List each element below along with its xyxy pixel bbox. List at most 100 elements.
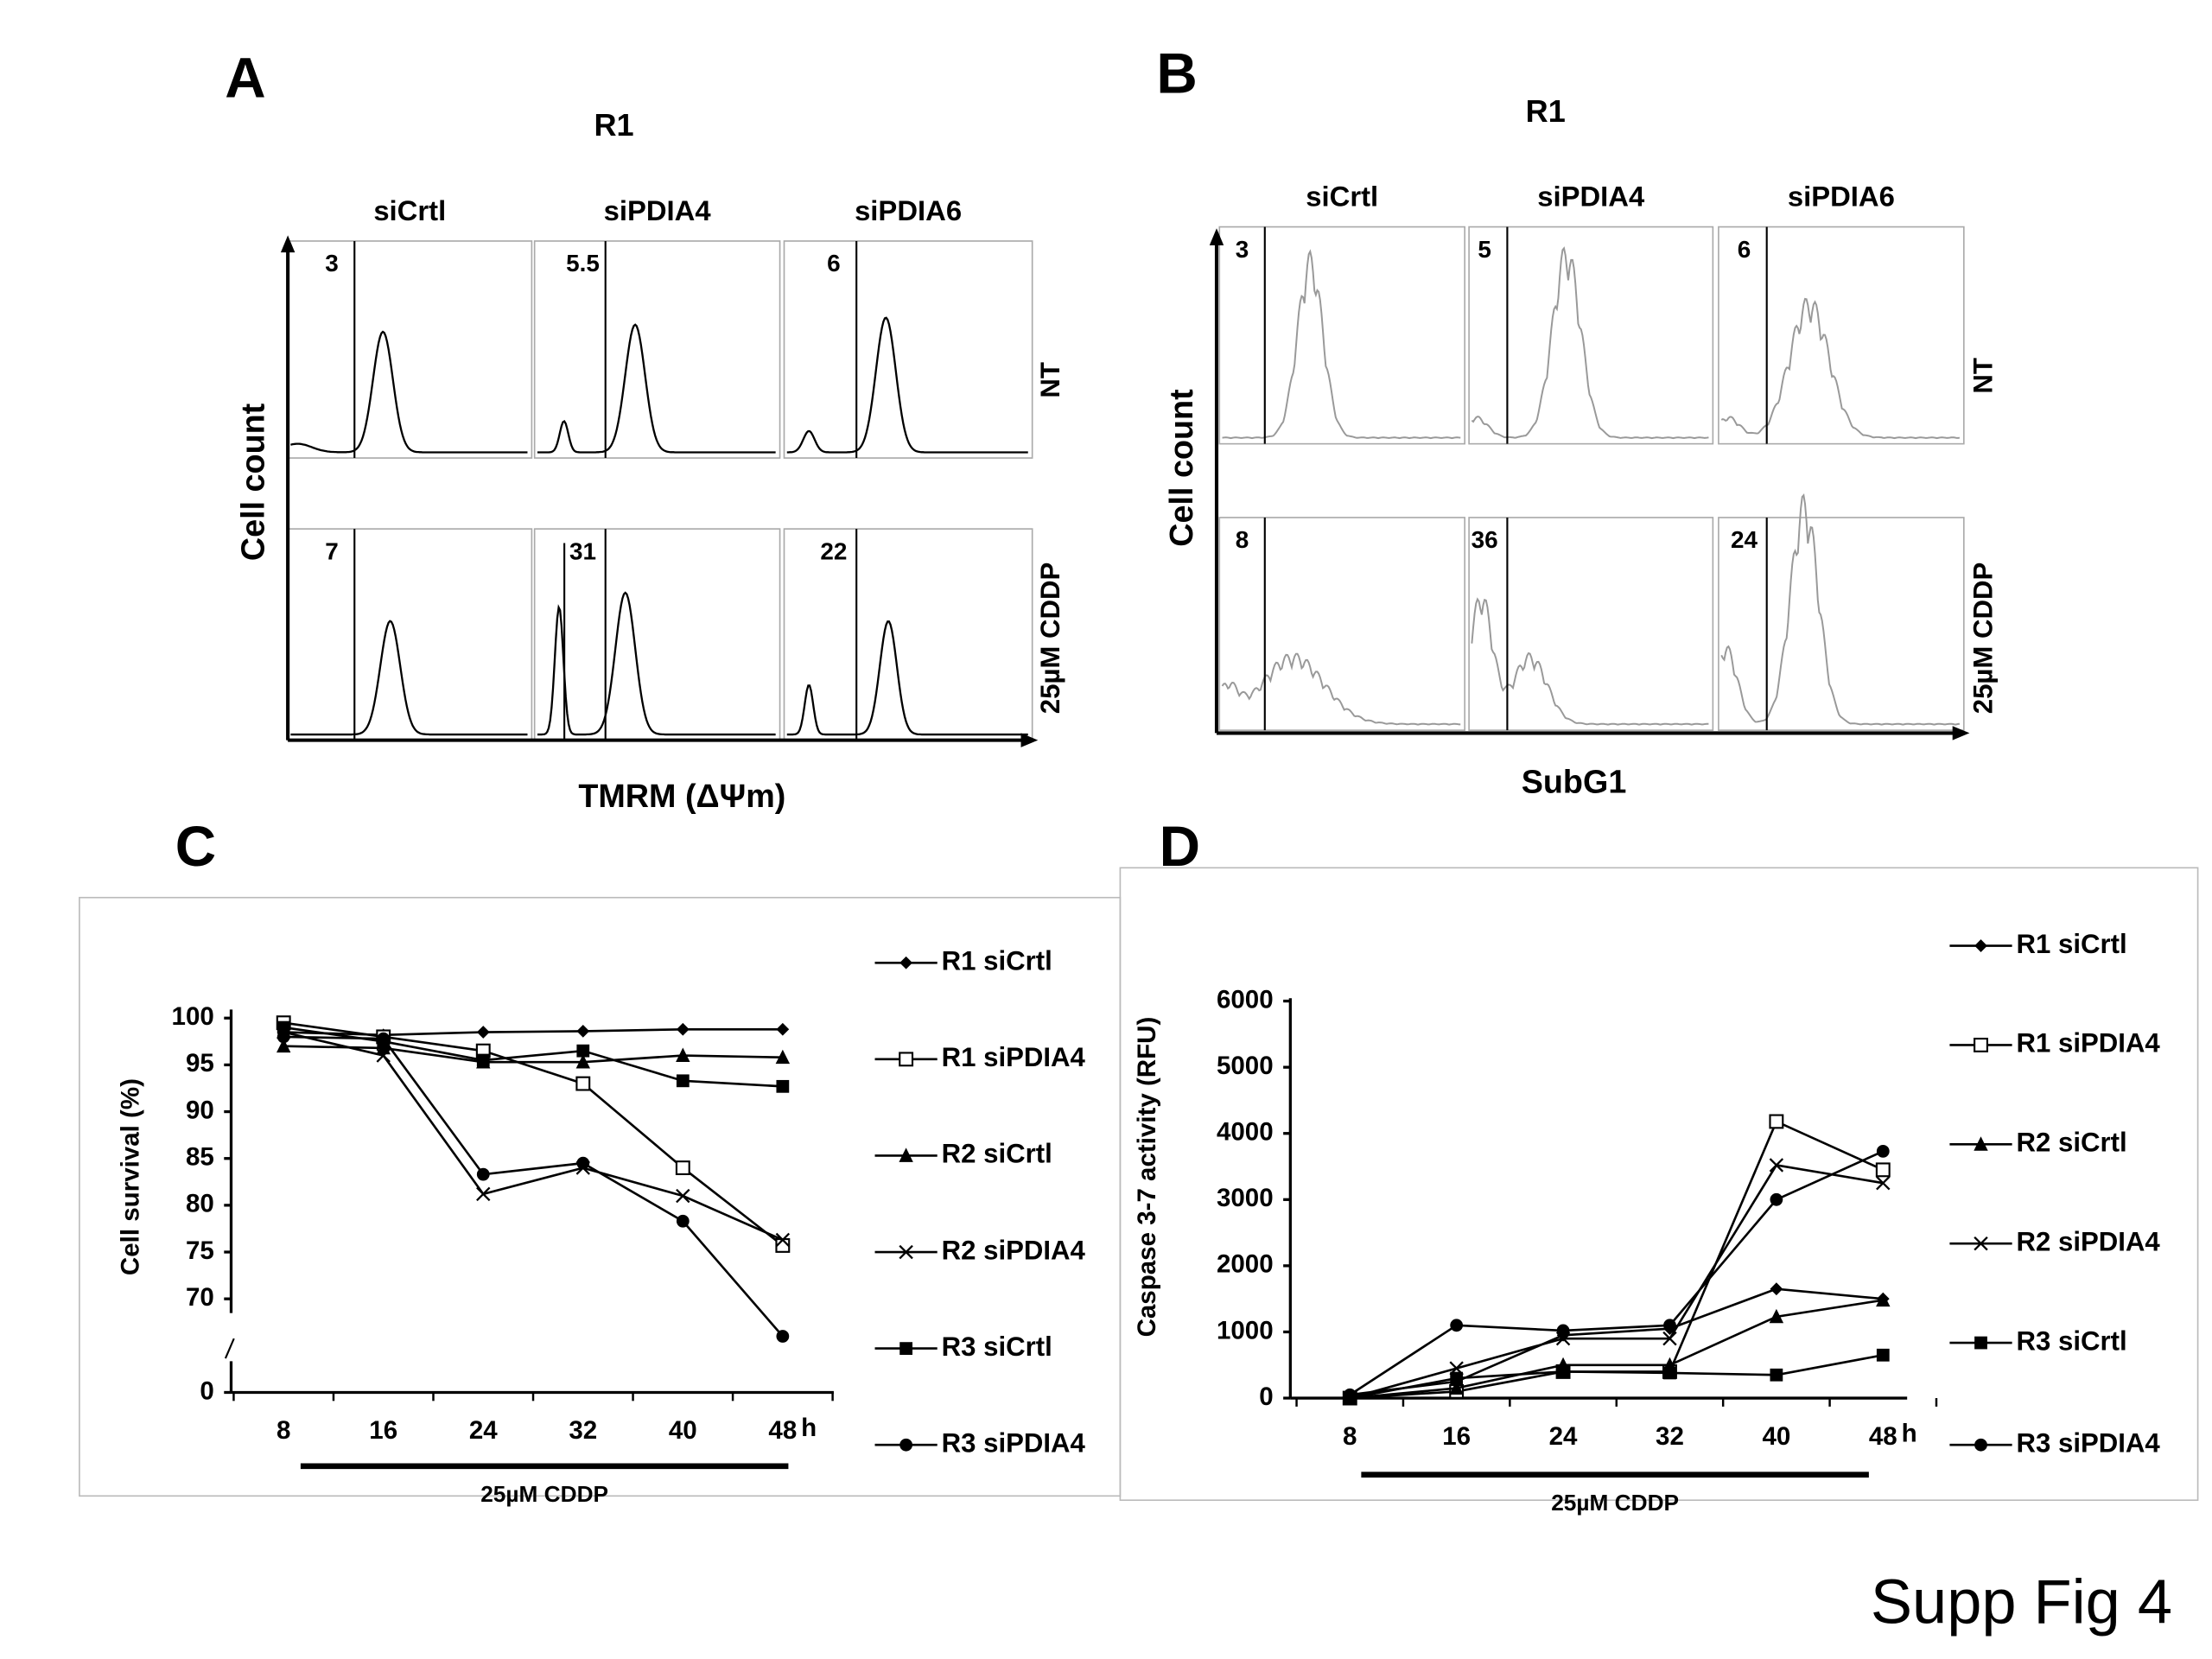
series-line: [1350, 1353, 1884, 1400]
data-point: [676, 1214, 690, 1228]
data-point: [776, 1079, 790, 1093]
data-point: [276, 1038, 291, 1053]
gate-value: 31: [569, 537, 596, 564]
x-tick-label: 8: [276, 1416, 290, 1445]
series-line: [283, 1031, 784, 1242]
series-line: [283, 1021, 784, 1247]
histogram: [786, 620, 1028, 736]
data-point: [1449, 1380, 1464, 1395]
data-point: [676, 1047, 690, 1062]
x-tick-label: 16: [1442, 1422, 1471, 1451]
x-tick-label: 24: [1549, 1422, 1578, 1451]
histogram: [1471, 246, 1709, 440]
y-tick-label: 6000: [1217, 985, 1274, 1014]
data-point: [1343, 1388, 1357, 1402]
legend-marker: [899, 1147, 913, 1162]
y-axis-arrow: [280, 235, 296, 253]
plot-frame: [1718, 226, 1965, 445]
legend-label: R2 siPDIA4: [942, 1235, 1086, 1265]
histogram: [1720, 297, 1961, 440]
data-point: [1663, 1319, 1676, 1332]
legend-marker: [1974, 1236, 1988, 1251]
plot-frame: [533, 240, 781, 459]
legend-marker: [899, 1342, 912, 1355]
annotation: 25µM CDDP: [480, 1481, 608, 1507]
data-point: [476, 1186, 491, 1202]
y-tick-label: 70: [186, 1283, 214, 1312]
data-point: [276, 1030, 290, 1044]
data-point: [575, 1054, 590, 1069]
data-point: [776, 1022, 790, 1036]
row-label: 25µM CDDP: [1035, 563, 1065, 715]
x-tick-label: 48: [768, 1416, 797, 1445]
data-point: [377, 1032, 391, 1046]
histogram: [290, 330, 528, 454]
plot-frame: [1218, 517, 1465, 731]
y-tick-label: 1000: [1217, 1316, 1274, 1344]
row-label: 25µM CDDP: [1968, 563, 1999, 715]
y-axis-arrow: [1209, 228, 1224, 245]
legend-marker: [899, 956, 912, 969]
x-unit: h: [1902, 1420, 1917, 1448]
panel-letter: A: [225, 47, 265, 110]
y-tick-label: 80: [186, 1190, 214, 1218]
plot-frame: [1468, 226, 1714, 445]
column-label: siPDIA6: [1788, 180, 1895, 212]
data-point: [1556, 1324, 1570, 1338]
column-label: siPDIA6: [855, 194, 962, 226]
legend-label: R2 siCrtl: [2017, 1128, 2127, 1158]
gate-value: 7: [325, 537, 339, 564]
data-point: [1770, 1192, 1783, 1206]
gate-value: 36: [1471, 526, 1498, 553]
y-tick-label: 0: [1259, 1382, 1273, 1411]
legend-marker: [899, 1438, 912, 1452]
x-unit: h: [801, 1414, 817, 1442]
column-label: siCrtl: [1306, 180, 1378, 212]
histogram: [1222, 249, 1461, 440]
series-line: [1349, 1150, 1884, 1396]
data-point: [1876, 1348, 1890, 1362]
x-tick-label: 32: [1656, 1422, 1684, 1451]
x-tick-label: 40: [669, 1416, 697, 1445]
y-tick-label: 75: [186, 1236, 214, 1265]
data-point: [276, 1020, 290, 1034]
data-point: [1769, 1114, 1784, 1129]
legend-marker: [1974, 1336, 1987, 1350]
y-tick-label: 3000: [1217, 1184, 1274, 1212]
gate-value: 3: [1236, 236, 1249, 263]
x-tick-label: 24: [469, 1416, 498, 1445]
y-tick-label: 0: [200, 1376, 213, 1405]
gate-value: 6: [1738, 236, 1751, 263]
series-line: [283, 1045, 783, 1064]
legend-marker: [1974, 1037, 1988, 1052]
annotation: 25µM CDDP: [1551, 1490, 1679, 1516]
y-axis-label: Cell count: [234, 403, 270, 561]
data-point: [476, 1167, 490, 1181]
column-label: siPDIA4: [604, 194, 712, 226]
figure-label: Supp Fig 4: [1871, 1567, 2172, 1637]
histogram: [537, 591, 776, 736]
legend-label: R3 siCrtl: [942, 1332, 1052, 1362]
y-tick-label: 4000: [1217, 1118, 1274, 1147]
column-label: siCrtl: [373, 194, 446, 226]
data-point: [1876, 1175, 1891, 1191]
histogram: [1471, 597, 1709, 726]
data-point: [1769, 1308, 1784, 1324]
plot-frame: [783, 240, 1033, 459]
data-point: [376, 1048, 391, 1063]
legend-marker: [1974, 1438, 1987, 1452]
gate-value: 8: [1236, 526, 1249, 553]
data-point: [1876, 1292, 1891, 1307]
data-point: [1556, 1365, 1570, 1378]
x-tick-label: 8: [1343, 1422, 1357, 1451]
gate-value: 24: [1731, 526, 1758, 553]
row-label: NT: [1968, 358, 1999, 394]
series-line: [1349, 1164, 1884, 1400]
legend-label: R2 siCrtl: [942, 1139, 1052, 1169]
panel-title: R1: [1526, 93, 1566, 129]
legend-label: R3 siPDIA4: [942, 1427, 1086, 1458]
plot-frame: [1718, 517, 1965, 731]
legend-label: R2 siPDIA4: [2017, 1226, 2161, 1256]
x-tick-label: 40: [1762, 1422, 1790, 1451]
